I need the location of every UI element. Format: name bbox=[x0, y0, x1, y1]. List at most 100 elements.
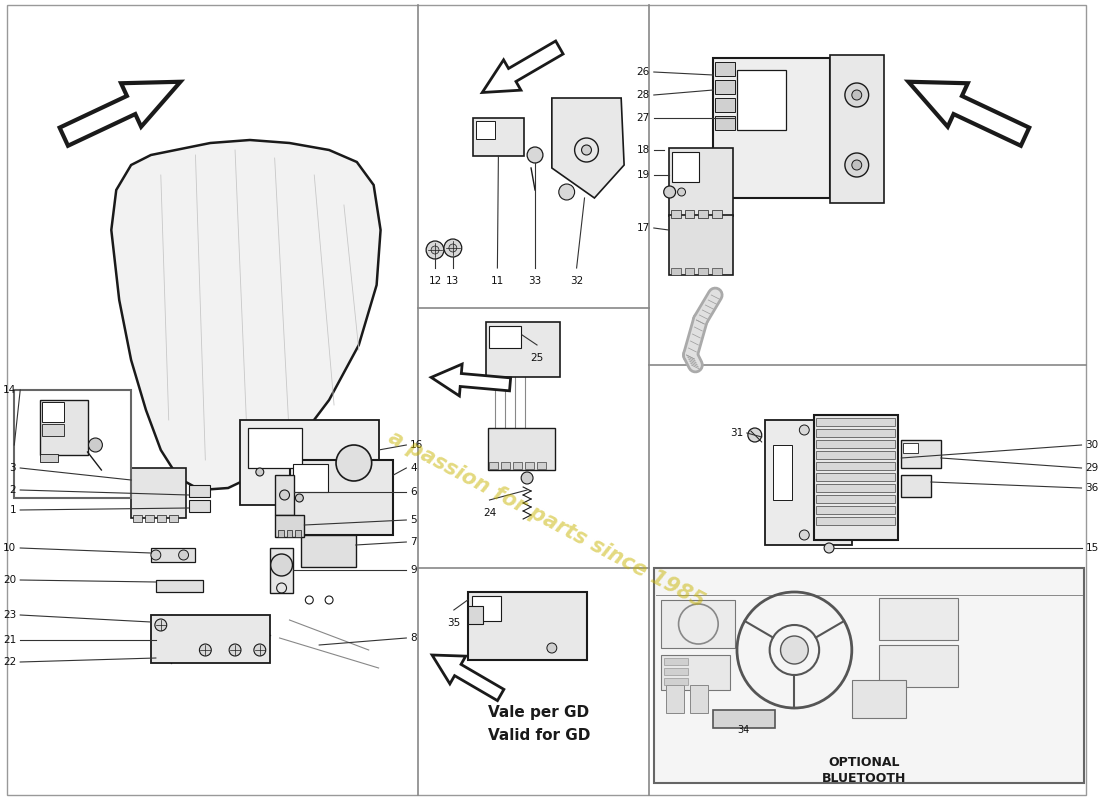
Bar bbox=[14, 390, 131, 498]
Circle shape bbox=[178, 550, 188, 560]
Circle shape bbox=[336, 445, 372, 481]
Circle shape bbox=[851, 90, 861, 100]
Text: 7: 7 bbox=[410, 537, 417, 547]
Bar bbox=[275, 515, 305, 537]
Circle shape bbox=[151, 550, 161, 560]
Bar bbox=[816, 484, 895, 492]
Bar bbox=[661, 655, 730, 690]
Circle shape bbox=[521, 472, 534, 484]
Bar bbox=[816, 473, 895, 481]
Circle shape bbox=[845, 153, 869, 177]
Text: a passion for parts since 1985: a passion for parts since 1985 bbox=[385, 428, 708, 612]
Circle shape bbox=[271, 554, 293, 576]
Bar bbox=[816, 440, 895, 448]
Bar bbox=[296, 530, 301, 537]
Circle shape bbox=[663, 186, 675, 198]
Bar bbox=[42, 424, 64, 436]
Circle shape bbox=[449, 244, 456, 252]
Text: 23: 23 bbox=[3, 610, 16, 620]
Bar bbox=[879, 645, 958, 687]
Text: 27: 27 bbox=[637, 113, 650, 123]
Bar bbox=[684, 210, 694, 218]
Polygon shape bbox=[552, 98, 624, 198]
Text: 26: 26 bbox=[637, 67, 650, 77]
Circle shape bbox=[527, 147, 543, 163]
Circle shape bbox=[279, 490, 289, 500]
Bar bbox=[816, 462, 895, 470]
Bar bbox=[653, 568, 1085, 783]
Text: Valid for GD: Valid for GD bbox=[487, 727, 590, 742]
Bar bbox=[669, 148, 733, 216]
Text: 29: 29 bbox=[1086, 463, 1099, 473]
Text: 19: 19 bbox=[637, 170, 650, 180]
Bar bbox=[485, 322, 560, 377]
Bar bbox=[40, 400, 88, 455]
Circle shape bbox=[582, 145, 592, 155]
Bar bbox=[468, 606, 483, 624]
Circle shape bbox=[431, 246, 439, 254]
Circle shape bbox=[426, 241, 444, 259]
Bar bbox=[816, 517, 895, 525]
Circle shape bbox=[748, 428, 761, 442]
Text: 25: 25 bbox=[530, 353, 543, 363]
Bar bbox=[490, 462, 498, 469]
Bar bbox=[830, 55, 884, 203]
Bar bbox=[473, 118, 524, 156]
Text: 14: 14 bbox=[3, 385, 16, 395]
Bar bbox=[286, 530, 293, 537]
Text: 17: 17 bbox=[637, 223, 650, 233]
Circle shape bbox=[229, 644, 241, 656]
Bar bbox=[879, 598, 958, 640]
Bar bbox=[851, 680, 906, 718]
Text: 36: 36 bbox=[1086, 483, 1099, 493]
Polygon shape bbox=[432, 655, 504, 701]
Circle shape bbox=[547, 643, 557, 653]
Text: 35: 35 bbox=[448, 618, 461, 628]
Bar bbox=[715, 98, 735, 112]
Bar bbox=[698, 268, 708, 275]
Circle shape bbox=[800, 530, 810, 540]
Bar bbox=[903, 443, 918, 453]
Bar bbox=[715, 80, 735, 94]
Bar bbox=[151, 615, 270, 663]
Text: 28: 28 bbox=[637, 90, 650, 100]
Bar bbox=[131, 468, 186, 518]
Text: 18: 18 bbox=[637, 145, 650, 155]
Bar bbox=[277, 530, 284, 537]
Bar bbox=[772, 445, 792, 500]
Bar bbox=[151, 548, 196, 562]
Bar bbox=[737, 70, 786, 130]
Bar bbox=[712, 210, 722, 218]
Bar bbox=[188, 500, 210, 512]
Bar bbox=[537, 462, 546, 469]
Bar bbox=[663, 658, 689, 665]
Circle shape bbox=[444, 239, 462, 257]
Bar bbox=[713, 58, 830, 198]
Text: 5: 5 bbox=[410, 515, 417, 525]
Polygon shape bbox=[111, 140, 381, 490]
Bar bbox=[713, 710, 774, 728]
Text: Vale per GD: Vale per GD bbox=[487, 706, 588, 721]
Text: 12: 12 bbox=[428, 276, 442, 286]
Bar bbox=[490, 326, 521, 348]
Bar bbox=[289, 460, 394, 535]
Bar bbox=[684, 268, 694, 275]
Text: 8: 8 bbox=[410, 633, 417, 643]
Polygon shape bbox=[431, 364, 510, 396]
Circle shape bbox=[800, 425, 810, 435]
Bar bbox=[240, 420, 378, 505]
Text: 32: 32 bbox=[570, 276, 583, 286]
Circle shape bbox=[155, 619, 167, 631]
Bar bbox=[712, 268, 722, 275]
Text: 24: 24 bbox=[483, 508, 496, 518]
Circle shape bbox=[824, 543, 834, 553]
Circle shape bbox=[845, 83, 869, 107]
Bar bbox=[671, 268, 681, 275]
Text: 3: 3 bbox=[10, 463, 16, 473]
Bar bbox=[715, 116, 735, 130]
Circle shape bbox=[88, 438, 102, 452]
Circle shape bbox=[559, 184, 574, 200]
Bar bbox=[145, 515, 154, 522]
Bar bbox=[698, 210, 708, 218]
Bar bbox=[671, 210, 681, 218]
